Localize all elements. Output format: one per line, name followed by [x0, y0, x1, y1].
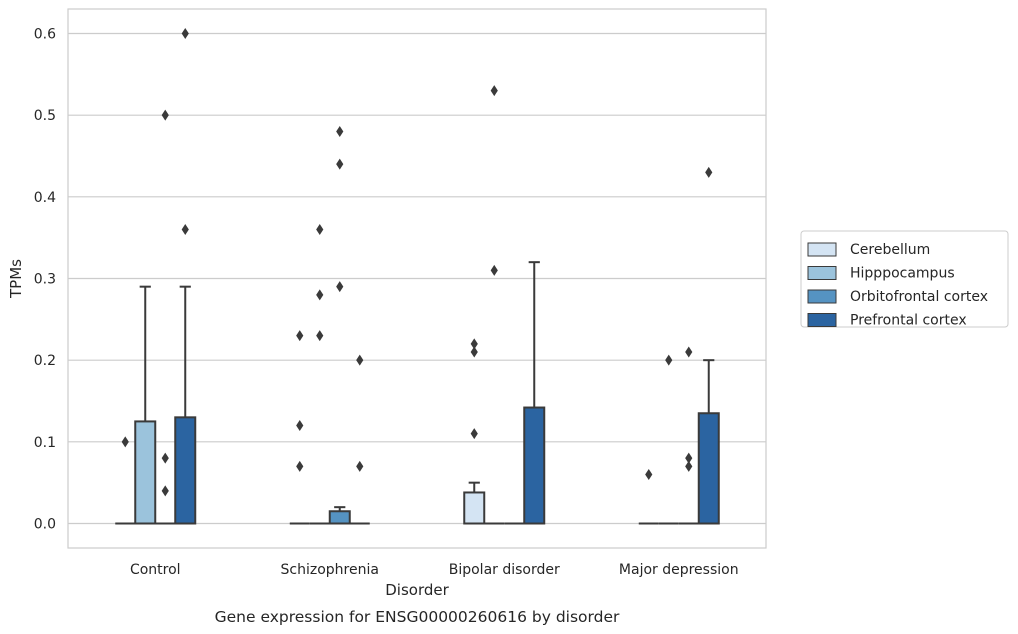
outlier-point	[470, 338, 478, 350]
outlier-point	[685, 452, 693, 464]
x-tick-label: Schizophrenia	[281, 562, 379, 578]
box-schizophrenia	[328, 126, 351, 525]
outlier-point	[356, 460, 364, 472]
legend-item: Orbitofrontal cortex	[807, 289, 988, 305]
outlier-point	[121, 436, 129, 448]
box-body	[328, 510, 351, 525]
grid-lines	[68, 32, 766, 525]
outlier-point	[685, 346, 693, 358]
box-bipolar-disorder	[523, 261, 546, 525]
y-tick-label: 0.4	[34, 190, 56, 206]
outlier-point	[296, 460, 304, 472]
box-body	[697, 412, 720, 525]
y-tick-labels: 0.0 0.1 0.2 0.3 0.4 0.5 0.6	[34, 27, 56, 533]
series-hipppocampus	[134, 85, 679, 525]
outlier-point	[161, 109, 169, 121]
outlier-point	[181, 28, 189, 39]
legend-item: Hipppocampus	[807, 266, 955, 282]
outlier-point	[181, 224, 189, 235]
outlier-point	[705, 166, 713, 178]
outlier-point	[316, 330, 324, 342]
outlier-point	[161, 452, 169, 464]
box-body	[523, 406, 546, 525]
box-schizophrenia	[289, 330, 310, 525]
x-axis-title: Disorder	[385, 581, 449, 599]
box-schizophrenia	[309, 224, 330, 525]
box-major-depression	[638, 469, 659, 525]
outlier-point	[296, 330, 304, 342]
legend-swatch	[807, 313, 837, 327]
legend-swatch	[807, 266, 837, 280]
legend-item: Cerebellum	[807, 242, 930, 258]
box-bipolar-disorder	[484, 85, 505, 525]
y-tick-label: 0.0	[34, 517, 56, 533]
series-prefrontal-cortex	[174, 28, 720, 525]
outlier-point	[470, 428, 478, 440]
box-control	[134, 285, 157, 525]
outlier-point	[470, 346, 478, 358]
box-major-depression	[697, 166, 720, 525]
box-control	[174, 28, 197, 525]
outlier-point	[356, 354, 364, 366]
outlier-point	[336, 158, 344, 170]
legend-swatch	[807, 289, 837, 304]
y-tick-label: 0.1	[34, 435, 56, 451]
series-orbitofrontal-cortex	[155, 109, 699, 525]
box-bipolar-disorder	[463, 338, 486, 525]
outlier-point	[316, 224, 324, 235]
box-schizophrenia	[349, 354, 370, 525]
series-cerebellum	[115, 330, 659, 525]
box-major-depression	[678, 346, 699, 525]
y-axis-title: TPMs	[7, 259, 25, 299]
outlier-point	[161, 485, 169, 497]
outlier-point	[490, 85, 498, 97]
x-tick-label: Bipolar disorder	[449, 562, 560, 578]
outlier-point	[296, 420, 304, 431]
x-tick-label: Control	[130, 562, 181, 578]
legend-label: Orbitofrontal cortex	[850, 289, 988, 305]
box-control	[115, 436, 136, 525]
outlier-point	[645, 469, 653, 480]
y-tick-label: 0.5	[34, 108, 56, 124]
y-tick-label: 0.3	[34, 272, 56, 288]
outlier-point	[665, 354, 673, 366]
legend: Cerebellum Hipppocampus Orbitofrontal cort…	[800, 230, 1009, 329]
box-series	[115, 28, 720, 525]
outlier-point	[490, 264, 498, 276]
box-major-depression	[658, 354, 679, 525]
y-tick-label: 0.6	[34, 27, 56, 43]
chart-caption: Gene expression for ENSG00000260616 by d…	[215, 608, 620, 626]
outlier-point	[316, 289, 324, 301]
legend-label: Cerebellum	[850, 242, 930, 258]
box-body	[463, 491, 486, 525]
box-body	[174, 416, 197, 525]
outlier-point	[336, 126, 344, 137]
legend-label: Prefrontal cortex	[850, 313, 967, 329]
legend-item: Prefrontal cortex	[807, 313, 967, 329]
x-tick-label: Major depression	[619, 562, 739, 578]
outlier-point	[336, 281, 344, 293]
legend-swatch	[807, 242, 837, 257]
plot-area-frame	[67, 8, 767, 549]
legend-frame	[800, 230, 1009, 328]
y-tick-label: 0.2	[34, 353, 56, 369]
x-tick-labels: Control Schizophrenia Bipolar disorder Majo…	[130, 562, 739, 578]
legend-label: Hipppocampus	[850, 266, 955, 282]
box-body	[134, 420, 157, 525]
box-control	[155, 109, 176, 525]
outlier-point	[685, 460, 693, 472]
